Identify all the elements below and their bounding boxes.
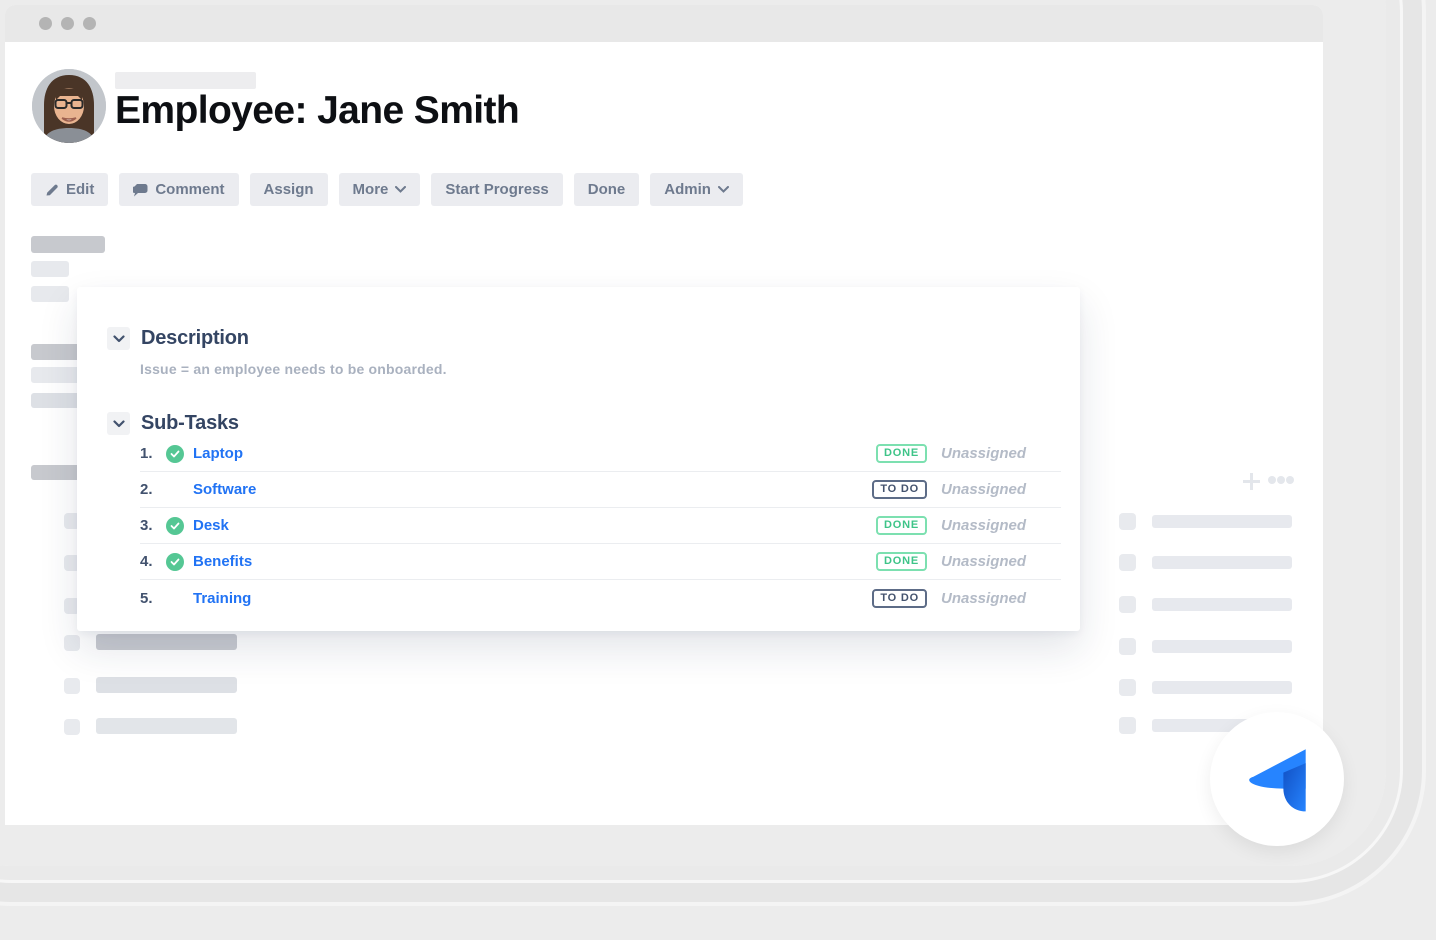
skeleton-bar bbox=[96, 677, 237, 693]
chevron-down-icon bbox=[395, 186, 407, 193]
chevron-down-icon bbox=[112, 419, 125, 427]
subtask-number: 3. bbox=[140, 517, 153, 534]
subtask-assignee: Unassigned bbox=[941, 517, 1027, 534]
skeleton-bar bbox=[1152, 556, 1292, 569]
skeleton-square bbox=[64, 635, 80, 651]
skeleton-bar bbox=[1152, 515, 1292, 528]
subtasks-expander[interactable] bbox=[107, 412, 130, 435]
subtasks-section-header: Sub-Tasks bbox=[107, 412, 239, 435]
skeleton-bar bbox=[1152, 681, 1292, 694]
speech-bubble-icon bbox=[133, 183, 148, 196]
pencil-icon bbox=[46, 184, 58, 195]
subtask-row: 5. Training TO DO Unassigned bbox=[140, 580, 1061, 616]
jira-logo bbox=[1249, 749, 1306, 812]
start-progress-button[interactable]: Start Progress bbox=[431, 173, 563, 206]
issue-detail-card: Description Issue = an employee needs to… bbox=[77, 287, 1080, 631]
avatar-illustration bbox=[32, 69, 106, 143]
subtask-status-badge: TO DO bbox=[872, 588, 927, 608]
skeleton-bar bbox=[1152, 640, 1292, 653]
subtask-number: 1. bbox=[140, 445, 153, 462]
subtask-link[interactable]: Benefits bbox=[193, 553, 253, 570]
subtasks-heading: Sub-Tasks bbox=[141, 412, 239, 434]
done-button-label: Done bbox=[587, 181, 626, 198]
window-control-dot[interactable] bbox=[39, 17, 52, 30]
more-button[interactable]: More bbox=[338, 173, 421, 206]
subtask-row: 4. Benefits DONE Unassigned bbox=[140, 544, 1061, 580]
skeleton-bar bbox=[31, 286, 69, 302]
chevron-down-icon bbox=[112, 334, 125, 342]
skeleton-bar bbox=[31, 344, 83, 360]
done-button[interactable]: Done bbox=[573, 173, 640, 206]
skeleton-square bbox=[64, 513, 80, 529]
skeleton-bar bbox=[31, 236, 105, 253]
subtask-assignee: Unassigned bbox=[941, 481, 1027, 498]
check-circle-icon bbox=[166, 552, 184, 571]
subtask-row: 2. Software TO DO Unassigned bbox=[140, 472, 1061, 508]
brand-logo-circle bbox=[1210, 712, 1344, 846]
window-control-dot[interactable] bbox=[83, 17, 96, 30]
assign-button-label: Assign bbox=[263, 181, 314, 198]
description-expander[interactable] bbox=[107, 327, 130, 350]
skeleton-square bbox=[64, 678, 80, 694]
skeleton-square bbox=[1119, 717, 1136, 734]
skeleton-bar bbox=[31, 367, 81, 383]
skeleton-square bbox=[1119, 554, 1136, 571]
subtask-list: 1. Laptop DONE Unassigned 2. Software bbox=[140, 436, 1061, 616]
subtask-assignee: Unassigned bbox=[941, 445, 1027, 462]
subtask-row: 1. Laptop DONE Unassigned bbox=[140, 436, 1061, 472]
subtask-number: 2. bbox=[140, 481, 153, 498]
toolbar: Edit Comment Assign More Start Progress … bbox=[31, 173, 743, 206]
skeleton-bar bbox=[96, 634, 237, 650]
window-control-dot[interactable] bbox=[61, 17, 74, 30]
subtask-number: 4. bbox=[140, 553, 153, 570]
check-circle-icon bbox=[166, 444, 184, 463]
comment-button-label: Comment bbox=[155, 181, 225, 198]
description-section-header: Description bbox=[107, 327, 249, 350]
comment-button[interactable]: Comment bbox=[119, 173, 239, 206]
subtask-link[interactable]: Laptop bbox=[193, 445, 243, 462]
skeleton-bar bbox=[31, 393, 84, 408]
skeleton-bar bbox=[1152, 598, 1292, 611]
subtask-link[interactable]: Software bbox=[193, 481, 257, 498]
admin-button[interactable]: Admin bbox=[650, 173, 743, 206]
skeleton-square bbox=[1119, 513, 1136, 530]
skeleton-bar bbox=[31, 465, 83, 480]
window-titlebar bbox=[5, 5, 1323, 42]
avatar bbox=[32, 69, 106, 143]
subtask-row: 3. Desk DONE Unassigned bbox=[140, 508, 1061, 544]
subtask-status-badge: DONE bbox=[876, 444, 927, 463]
subtask-link[interactable]: Desk bbox=[193, 517, 229, 534]
title-placeholder-bar bbox=[115, 72, 256, 89]
skeleton-square bbox=[1119, 596, 1136, 613]
skeleton-square bbox=[64, 719, 80, 735]
page-title: Employee: Jane Smith bbox=[115, 89, 520, 132]
assign-button[interactable]: Assign bbox=[249, 173, 328, 206]
plus-icon[interactable] bbox=[1243, 473, 1260, 490]
description-body: Issue = an employee needs to be onboarde… bbox=[140, 361, 447, 377]
skeleton-square bbox=[64, 555, 80, 571]
subtask-status-badge: DONE bbox=[876, 516, 927, 535]
skeleton-square bbox=[64, 598, 80, 614]
skeleton-square bbox=[1119, 679, 1136, 696]
more-button-label: More bbox=[352, 181, 389, 198]
subtask-number: 5. bbox=[140, 589, 153, 607]
subtask-link[interactable]: Training bbox=[193, 589, 252, 607]
description-heading: Description bbox=[141, 327, 249, 349]
skeleton-bar bbox=[96, 718, 237, 734]
ellipsis-icon[interactable] bbox=[1268, 476, 1294, 484]
subtask-assignee: Unassigned bbox=[941, 589, 1027, 607]
subtask-assignee: Unassigned bbox=[941, 553, 1027, 570]
browser-window: Employee: Jane Smith Edit Comment Assign… bbox=[5, 5, 1344, 846]
edit-button-label: Edit bbox=[66, 181, 95, 198]
chevron-down-icon bbox=[717, 186, 729, 193]
skeleton-bar bbox=[31, 261, 69, 277]
check-circle-icon bbox=[166, 516, 184, 535]
start-progress-button-label: Start Progress bbox=[445, 181, 549, 198]
subtask-status-badge: DONE bbox=[876, 552, 927, 571]
admin-button-label: Admin bbox=[664, 181, 711, 198]
edit-button[interactable]: Edit bbox=[31, 173, 109, 206]
subtask-status-badge: TO DO bbox=[872, 480, 927, 499]
skeleton-square bbox=[1119, 638, 1136, 655]
